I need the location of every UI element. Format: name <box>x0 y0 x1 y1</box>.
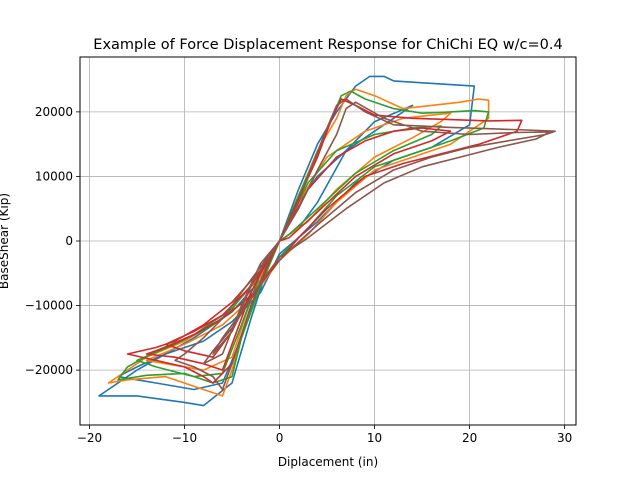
series-line-2 <box>107 88 490 397</box>
y-axis-label: BaseShear (Kip) <box>0 193 11 289</box>
x-axis-label: Diplacement (in) <box>278 455 378 469</box>
chart-title: Example of Force Displacement Response f… <box>93 37 562 53</box>
x-tick-label: 30 <box>557 431 572 445</box>
ticks: −20 −10 0 10 20 30 −20000 −10000 0 10000 20000 <box>25 105 572 445</box>
y-tick-label: 20000 <box>35 105 73 119</box>
plot-lines <box>98 75 556 407</box>
x-tick-label: 0 <box>276 431 284 445</box>
y-tick-label: −10000 <box>25 299 73 313</box>
x-tick-label: 10 <box>367 431 382 445</box>
grid <box>80 57 576 425</box>
x-tick-label: −20 <box>77 431 102 445</box>
y-tick-label: 0 <box>65 234 73 248</box>
series-line-1 <box>98 75 476 407</box>
y-tick-label: 10000 <box>35 169 73 183</box>
series-line-5 <box>174 98 556 391</box>
y-tick-label: −20000 <box>25 363 73 377</box>
x-tick-label: 20 <box>462 431 477 445</box>
series-line-3 <box>117 90 490 384</box>
x-tick-label: −10 <box>172 431 197 445</box>
